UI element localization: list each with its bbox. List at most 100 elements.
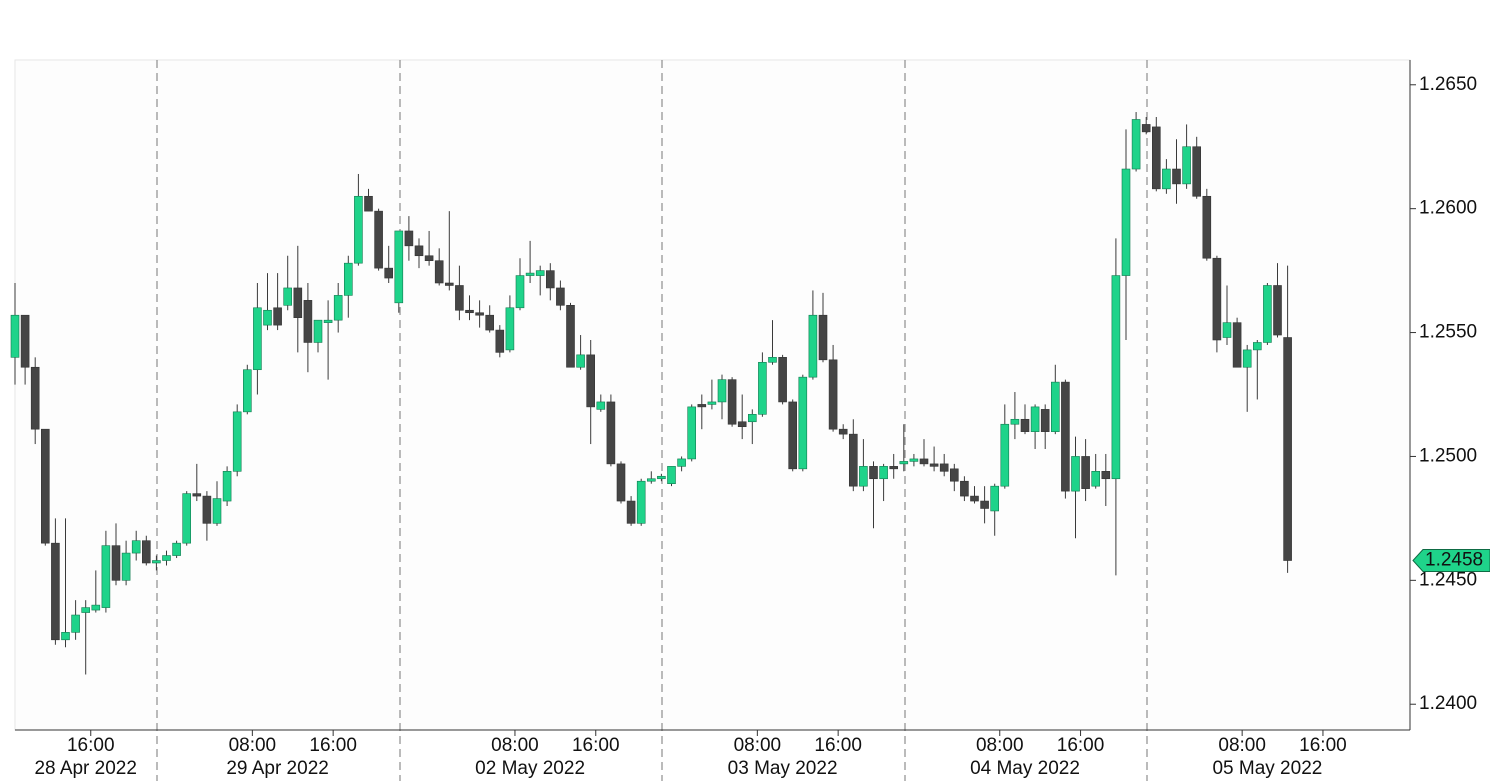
candle-body (626, 500, 636, 524)
candle-body (919, 458, 929, 465)
candle-body (909, 458, 919, 462)
candle-body (949, 468, 959, 482)
candle-body (535, 270, 545, 276)
x-tick-label: 16:00 (572, 735, 620, 756)
candle-body (697, 404, 707, 408)
candle-body (293, 287, 303, 318)
candle-body (323, 319, 333, 323)
candle-body (61, 632, 70, 641)
candle-body (121, 552, 131, 581)
candle-body (374, 210, 383, 269)
candle-body (707, 401, 717, 405)
candle-body (10, 314, 20, 358)
candle-body (232, 411, 242, 472)
candle-body (1263, 285, 1272, 343)
x-tick-label: 16:00 (1299, 735, 1347, 756)
candle-body (394, 230, 404, 304)
candle-body (1192, 146, 1201, 197)
candle-body (859, 466, 868, 487)
candle-body (899, 461, 909, 465)
candle-body (485, 314, 495, 331)
candle-body (20, 314, 30, 368)
candle-body (475, 312, 484, 316)
y-tick-label: 1.2500 (1419, 445, 1477, 466)
candle-body (525, 272, 535, 276)
candle-body (51, 542, 60, 641)
y-tick-label: 1.2550 (1419, 322, 1477, 343)
candle-body (576, 354, 585, 368)
candle-body (566, 304, 575, 368)
candle-body (172, 542, 181, 556)
x-tick-label: 08:00 (491, 735, 539, 756)
candle-body (747, 414, 757, 423)
candle-body (1222, 322, 1232, 338)
y-tick-label: 1.2600 (1419, 198, 1477, 219)
candle-body (889, 466, 899, 470)
candle-body (101, 545, 111, 608)
candle-body (768, 357, 777, 363)
candle-body (30, 366, 40, 430)
candle-body (1212, 257, 1222, 341)
y-tick-label: 1.2650 (1419, 74, 1477, 95)
candle-body (1081, 456, 1090, 489)
candle-body (869, 466, 878, 480)
candle-body (1051, 381, 1060, 432)
candle-body (1141, 124, 1151, 133)
candle-body (939, 463, 949, 472)
candles (10, 112, 1292, 675)
x-tick-label: 08:00 (1218, 735, 1266, 756)
candle-body (1010, 418, 1020, 425)
last-price-tag (1412, 549, 1490, 573)
candle-body (838, 428, 848, 435)
candle-body (556, 287, 565, 306)
candle-body (263, 309, 272, 326)
candle-body (1111, 275, 1121, 480)
day-label: 28 Apr 2022 (34, 758, 136, 779)
x-tick-label: 08:00 (734, 735, 782, 756)
candle-body (717, 379, 727, 403)
x-tick-label: 16:00 (814, 735, 862, 756)
day-label: 02 May 2022 (475, 758, 585, 779)
candle-body (243, 369, 252, 413)
candle-body (354, 195, 363, 264)
day-separators (156, 60, 1148, 781)
candle-body (586, 354, 596, 408)
candle-body (545, 270, 555, 289)
candle-body (848, 433, 858, 487)
candle-body (303, 300, 313, 343)
candle-body (404, 230, 414, 247)
candle-body (71, 614, 80, 633)
candle-body (505, 307, 515, 351)
day-label: 29 Apr 2022 (226, 758, 328, 779)
candle-body (727, 379, 737, 425)
candle-body (1232, 322, 1242, 368)
candle-body (1121, 168, 1131, 276)
candle-body (1242, 349, 1252, 368)
candle-body (142, 540, 151, 564)
candle-body (1071, 456, 1080, 492)
candle-body (788, 401, 798, 470)
candle-body (616, 463, 626, 502)
candle-body (1030, 406, 1040, 432)
y-tick-label: 1.2400 (1419, 693, 1477, 714)
x-tick-label: 08:00 (976, 735, 1024, 756)
candle-body (1091, 471, 1100, 487)
candle-body (970, 495, 979, 502)
candle-body (212, 498, 222, 524)
candle-body (444, 282, 454, 286)
candle-body (687, 406, 697, 460)
candle-body (1182, 146, 1191, 185)
candle-body (1000, 423, 1010, 487)
candle-body (81, 607, 90, 613)
candle-body (879, 466, 888, 480)
candle-body (808, 314, 818, 378)
candle-body (1101, 471, 1111, 480)
x-tick-label: 16:00 (67, 735, 115, 756)
candle-body (152, 560, 161, 564)
candle-body (192, 493, 202, 497)
candle-body (1131, 119, 1141, 170)
candle-body (778, 357, 787, 403)
candle-body (1273, 285, 1282, 336)
